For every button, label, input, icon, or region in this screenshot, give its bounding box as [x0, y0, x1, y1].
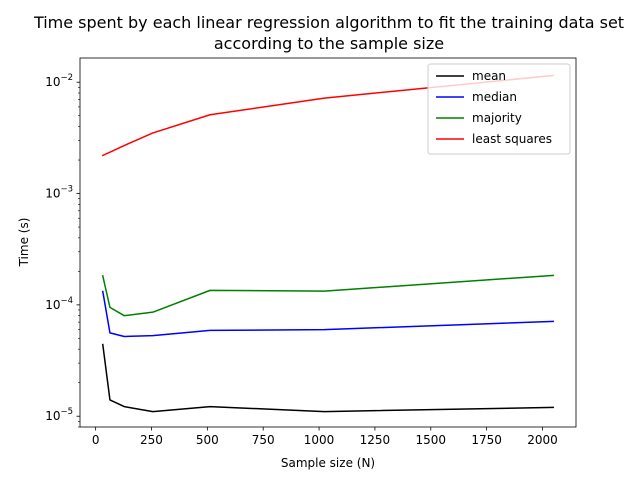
legend-box — [427, 63, 571, 155]
legend-label-majority: majority — [472, 111, 522, 125]
x-tick-label: 1500 — [416, 433, 447, 447]
legend: mean median majority least squares — [427, 63, 571, 155]
x-tick-label: 1000 — [304, 433, 335, 447]
chart-title-line-2: according to the sample size — [214, 34, 444, 53]
plot-frame — [79, 57, 577, 428]
x-tick-label: 1250 — [360, 433, 391, 447]
x-tick-label: 0 — [92, 433, 100, 447]
legend-label-least-squares: least squares — [472, 132, 552, 146]
x-ticks: 0 250 500 750 1000 1250 1500 1750 2000 — [92, 427, 558, 447]
series-layer — [101, 74, 555, 413]
y-ticks: 10−5 10−4 10−3 10−2 — [45, 73, 80, 428]
series-line-mean — [101, 343, 554, 413]
y-tick-label: 10−3 — [45, 185, 73, 201]
x-tick-label: 2000 — [527, 433, 558, 447]
x-tick-label: 1750 — [471, 433, 502, 447]
series-line-majority — [101, 274, 555, 317]
series-line-least-squares — [101, 74, 555, 157]
x-tick-label: 500 — [196, 433, 219, 447]
y-tick-label: 10−2 — [45, 73, 73, 89]
chart-title-line-1: Time spent by each linear regression alg… — [33, 13, 624, 32]
y-axis-label: Time (s) — [17, 218, 31, 268]
axes-layer — [79, 57, 577, 428]
y-tick-label: 10−4 — [45, 296, 73, 312]
series-line-median — [101, 290, 554, 338]
y-tick-label: 10−5 — [45, 407, 73, 423]
legend-label-median: median — [472, 90, 517, 104]
x-axis-label: Sample size (N) — [281, 456, 375, 470]
legend-label-mean: mean — [472, 69, 506, 83]
x-tick-label: 750 — [252, 433, 275, 447]
x-tick-label: 250 — [140, 433, 163, 447]
